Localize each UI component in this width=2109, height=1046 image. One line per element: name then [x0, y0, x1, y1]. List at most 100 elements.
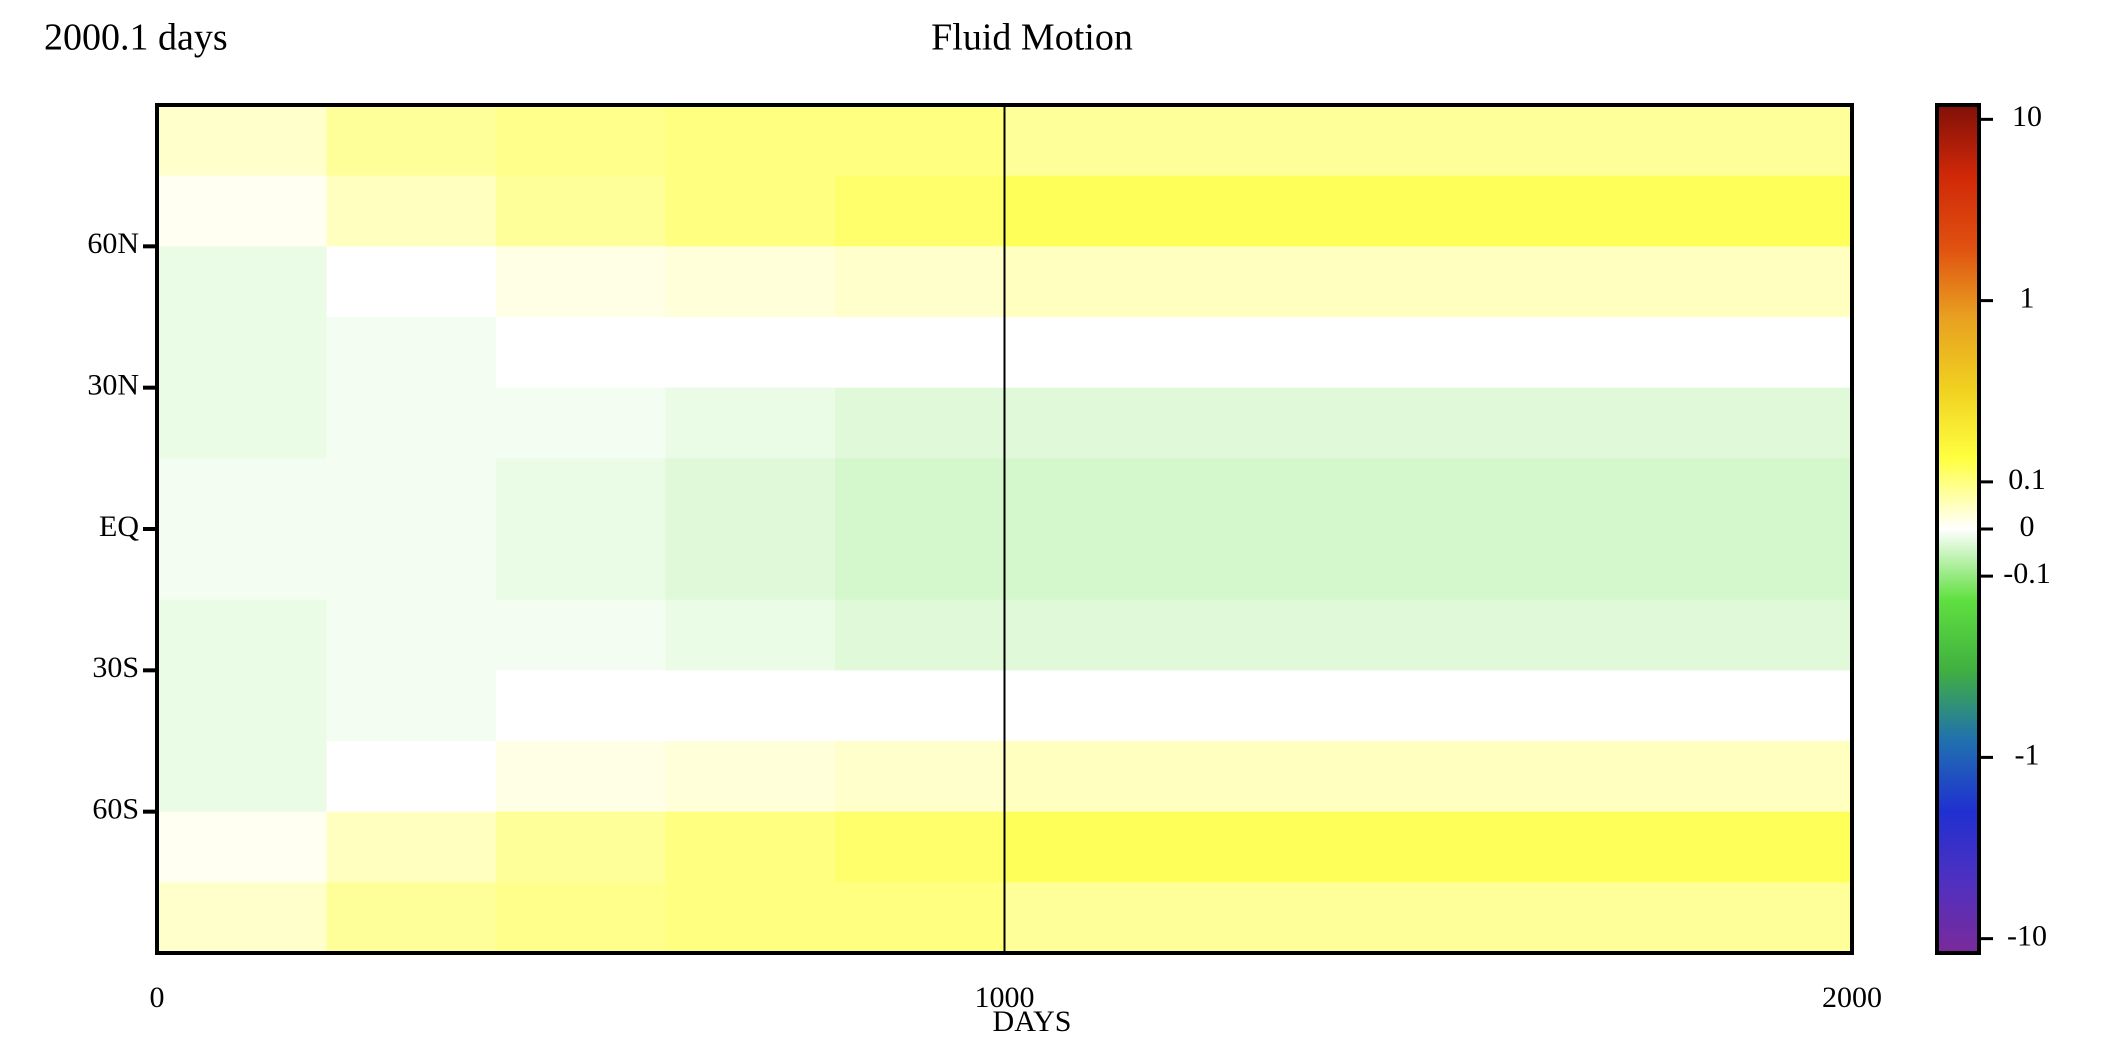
heat-cell [1682, 882, 1853, 954]
heat-cell [1513, 387, 1683, 459]
heat-cell [1174, 529, 1344, 601]
heat-cell [157, 317, 327, 389]
heat-cell [326, 670, 497, 742]
heat-cell [665, 387, 836, 459]
heat-cell [326, 175, 497, 247]
y-tick-label: 60N [87, 227, 139, 260]
heat-cell [835, 811, 1005, 883]
heat-cell [1682, 387, 1853, 459]
heat-cell [1004, 670, 1175, 742]
heat-cell [1004, 741, 1175, 813]
heat-cell [496, 458, 666, 530]
colorbar-tick-label: -0.1 [2003, 557, 2051, 590]
heat-cell [496, 741, 666, 813]
y-tick-label: 60S [92, 793, 139, 826]
heat-cell [665, 105, 836, 177]
y-tick-label: 30N [87, 369, 139, 402]
heat-cell [496, 105, 666, 177]
heat-cell [1513, 246, 1683, 318]
y-tick-label: 30S [92, 651, 139, 684]
heat-cell [1513, 670, 1683, 742]
heat-cell [1174, 670, 1344, 742]
heat-cell [496, 882, 666, 954]
heat-cell [1343, 317, 1514, 389]
heat-cell [1174, 741, 1344, 813]
heat-cell [157, 529, 327, 601]
heat-cell [157, 599, 327, 671]
heat-cell [1174, 175, 1344, 247]
heat-cell [1343, 529, 1514, 601]
heat-cell [157, 811, 327, 883]
heat-cell [665, 741, 836, 813]
heat-cell [1682, 529, 1853, 601]
heat-cell [835, 105, 1005, 177]
heat-cell [1682, 317, 1853, 389]
heat-cell [157, 458, 327, 530]
heat-cell [835, 246, 1005, 318]
heat-cell [1682, 741, 1853, 813]
heat-cell [1174, 458, 1344, 530]
heat-cell [326, 317, 497, 389]
heat-cell [326, 529, 497, 601]
colorbar-tick-label: -1 [2015, 738, 2040, 771]
heat-cell [835, 317, 1005, 389]
heat-cell [1343, 599, 1514, 671]
x-tick-label: 2000 [1822, 981, 1882, 1014]
colorbar-tick-label: -10 [2007, 920, 2047, 953]
heat-cell [326, 458, 497, 530]
heat-cell [1004, 105, 1175, 177]
heat-cell [1174, 387, 1344, 459]
heat-cell [665, 317, 836, 389]
y-tick-label: EQ [99, 510, 139, 543]
heat-cell [1343, 175, 1514, 247]
heat-cell [326, 811, 497, 883]
heat-cell [496, 670, 666, 742]
heat-cell [835, 741, 1005, 813]
heat-cell [1004, 317, 1175, 389]
heat-cell [665, 458, 836, 530]
heat-cell [1004, 458, 1175, 530]
heat-cell [1513, 105, 1683, 177]
heat-cell [835, 882, 1005, 954]
heat-cell [1343, 811, 1514, 883]
heat-cell [1004, 882, 1175, 954]
heat-cell [665, 175, 836, 247]
heat-cell [665, 882, 836, 954]
heat-cell [835, 458, 1005, 530]
heat-cell [1513, 882, 1683, 954]
heat-cell [1004, 599, 1175, 671]
heat-cell [835, 599, 1005, 671]
heat-cell [1343, 882, 1514, 954]
heat-cell [157, 246, 327, 318]
colorbar-tick-label: 10 [2012, 100, 2042, 133]
heat-cell [1174, 882, 1344, 954]
heat-cell [1004, 175, 1175, 247]
heat-cell [1682, 105, 1853, 177]
heat-cell [1682, 458, 1853, 530]
heat-cell [1513, 529, 1683, 601]
heat-cell [1004, 387, 1175, 459]
heat-cell [665, 670, 836, 742]
heat-cell [1004, 246, 1175, 318]
heat-cell [1682, 670, 1853, 742]
heat-cell [1682, 175, 1853, 247]
heat-cell [496, 529, 666, 601]
heat-cell [665, 599, 836, 671]
heat-cell [665, 811, 836, 883]
heat-cell [157, 175, 327, 247]
heat-cell [496, 317, 666, 389]
heat-cell [1004, 811, 1175, 883]
heat-cell [326, 246, 497, 318]
heat-cell [1682, 811, 1853, 883]
colorbar-tick-label: 0 [2020, 510, 2035, 543]
heat-cell [496, 811, 666, 883]
heat-cell [1343, 387, 1514, 459]
heat-cell [665, 246, 836, 318]
heat-cell [496, 387, 666, 459]
heat-cell [1682, 599, 1853, 671]
heat-cell [1174, 105, 1344, 177]
heat-cell [496, 175, 666, 247]
heat-cell [1343, 458, 1514, 530]
heat-cell [1513, 175, 1683, 247]
heat-cell [326, 741, 497, 813]
